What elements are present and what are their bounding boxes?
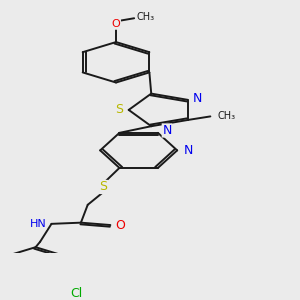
Text: N: N <box>193 92 202 105</box>
Text: S: S <box>100 180 108 194</box>
Text: O: O <box>116 218 125 232</box>
Text: HN: HN <box>29 219 46 229</box>
Text: N: N <box>184 144 193 157</box>
Text: CH₃: CH₃ <box>217 111 235 122</box>
Text: Cl: Cl <box>71 287 83 300</box>
Text: N: N <box>162 124 172 137</box>
Text: S: S <box>115 103 123 116</box>
Text: O: O <box>112 19 120 29</box>
Text: CH₃: CH₃ <box>136 12 154 22</box>
